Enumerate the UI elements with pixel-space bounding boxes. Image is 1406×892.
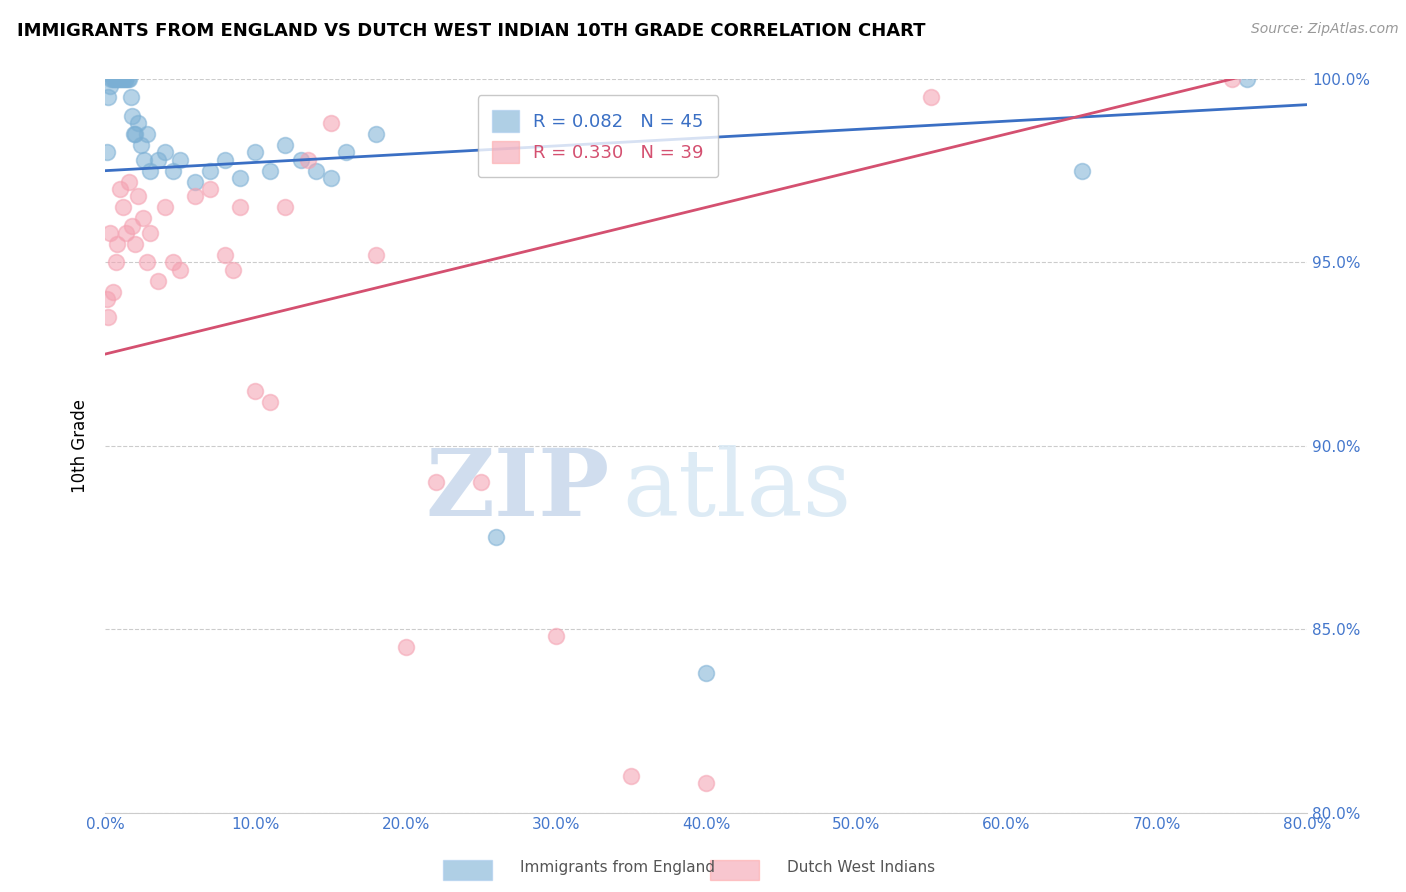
- Point: [1236, 72, 1258, 87]
- Point: [101, 72, 124, 87]
- Point: [112, 72, 135, 87]
- Point: [110, 72, 132, 87]
- Point: [98, 226, 121, 240]
- Point: [245, 384, 267, 398]
- Point: [136, 255, 159, 269]
- Point: [124, 127, 146, 141]
- Point: [222, 262, 245, 277]
- Point: [319, 116, 342, 130]
- Point: [274, 200, 297, 214]
- Point: [112, 200, 135, 214]
- Point: [695, 776, 717, 790]
- Point: [200, 182, 222, 196]
- Point: [425, 475, 447, 490]
- Point: [105, 72, 128, 87]
- Point: [111, 72, 134, 87]
- Point: [544, 630, 567, 644]
- Point: [335, 145, 357, 160]
- Text: Source: ZipAtlas.com: Source: ZipAtlas.com: [1251, 22, 1399, 37]
- Point: [245, 145, 267, 160]
- Point: [162, 255, 184, 269]
- Point: [169, 262, 191, 277]
- Point: [364, 127, 387, 141]
- Text: Immigrants from England: Immigrants from England: [520, 860, 716, 874]
- Point: [214, 153, 236, 167]
- Point: [184, 175, 207, 189]
- Text: atlas: atlas: [621, 445, 851, 535]
- Point: [304, 163, 326, 178]
- Point: [162, 163, 184, 178]
- Point: [155, 145, 177, 160]
- Point: [184, 189, 207, 203]
- Point: [117, 72, 139, 87]
- Text: IMMIGRANTS FROM ENGLAND VS DUTCH WEST INDIAN 10TH GRADE CORRELATION CHART: IMMIGRANTS FROM ENGLAND VS DUTCH WEST IN…: [17, 22, 925, 40]
- Point: [214, 248, 236, 262]
- Point: [129, 138, 152, 153]
- Point: [155, 200, 177, 214]
- Point: [290, 153, 312, 167]
- Point: [485, 531, 508, 545]
- Point: [259, 394, 281, 409]
- Point: [121, 109, 143, 123]
- Point: [101, 285, 124, 299]
- Point: [139, 163, 162, 178]
- Point: [96, 292, 118, 306]
- Point: [146, 153, 169, 167]
- Point: [105, 237, 128, 252]
- Point: [470, 475, 492, 490]
- Point: [118, 175, 141, 189]
- Point: [146, 274, 169, 288]
- Point: [1070, 163, 1092, 178]
- Point: [104, 255, 127, 269]
- Point: [100, 72, 122, 87]
- Point: [319, 171, 342, 186]
- Point: [104, 72, 127, 87]
- Text: ZIP: ZIP: [426, 445, 610, 535]
- Point: [364, 248, 387, 262]
- Point: [274, 138, 297, 153]
- Point: [120, 90, 142, 104]
- Point: [110, 182, 132, 196]
- Point: [920, 90, 942, 104]
- Point: [115, 226, 138, 240]
- Point: [124, 237, 146, 252]
- Point: [139, 226, 162, 240]
- Legend: R = 0.082   N = 45, R = 0.330   N = 39: R = 0.082 N = 45, R = 0.330 N = 39: [478, 95, 718, 178]
- Point: [115, 72, 138, 87]
- Point: [97, 310, 120, 325]
- Point: [229, 171, 252, 186]
- Point: [127, 189, 149, 203]
- Point: [114, 72, 136, 87]
- Point: [620, 769, 643, 783]
- Point: [229, 200, 252, 214]
- Point: [134, 153, 156, 167]
- Point: [103, 72, 125, 87]
- Point: [127, 116, 149, 130]
- Point: [1220, 72, 1243, 87]
- Point: [97, 90, 120, 104]
- Point: [107, 72, 129, 87]
- Point: [259, 163, 281, 178]
- Point: [98, 79, 121, 94]
- Point: [132, 211, 155, 226]
- Point: [122, 127, 145, 141]
- Point: [121, 219, 143, 233]
- Text: Dutch West Indians: Dutch West Indians: [787, 860, 935, 874]
- Point: [118, 72, 141, 87]
- Y-axis label: 10th Grade: 10th Grade: [72, 399, 89, 492]
- Point: [169, 153, 191, 167]
- Point: [395, 640, 418, 655]
- Point: [96, 145, 118, 160]
- Point: [200, 163, 222, 178]
- Point: [297, 153, 319, 167]
- Point: [136, 127, 159, 141]
- Point: [695, 666, 717, 681]
